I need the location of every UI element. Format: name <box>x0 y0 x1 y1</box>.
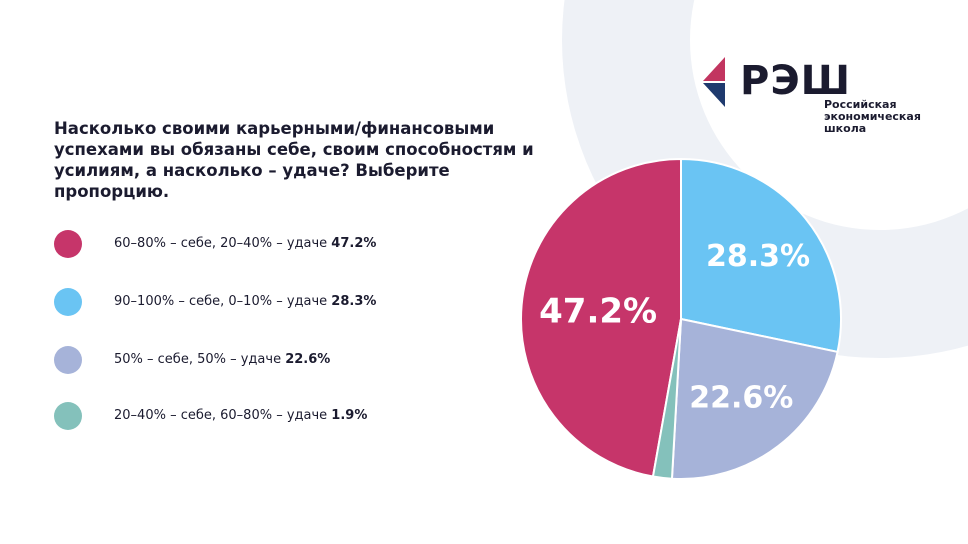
legend-value: 47.2% <box>331 236 377 251</box>
nes-triangle-mark-icon <box>703 57 725 107</box>
legend-swatch <box>54 230 82 258</box>
legend-label: 50% – себе, 50% – удаче <box>114 352 282 367</box>
legend-text: 60–80% – себе, 20–40% – удаче 47.2% <box>114 236 376 251</box>
slice-label: 47.2% <box>539 292 657 332</box>
pie-slice <box>670 317 839 480</box>
legend-swatch <box>54 346 82 374</box>
logo-subtitle-line: школа <box>824 122 867 135</box>
legend-item: 90–100% – себе, 0–10% – удаче 28.3% <box>54 288 474 318</box>
background-circle-inner <box>690 0 968 230</box>
pie-slice <box>680 157 842 354</box>
logo-subtitle-line: Российская <box>824 98 897 111</box>
slice-label: 28.3% <box>706 239 810 274</box>
legend-item: 20–40% – себе, 60–80% – удаче 1.9% <box>54 402 474 432</box>
legend-swatch <box>54 288 82 316</box>
legend-value: 22.6% <box>285 352 331 367</box>
legend-swatch <box>54 402 82 430</box>
legend-label: 60–80% – себе, 20–40% – удаче <box>114 236 328 251</box>
legend-text: 90–100% – себе, 0–10% – удаче 28.3% <box>114 294 376 309</box>
chart-title: Насколько своими карьерными/финансовыми … <box>54 119 534 201</box>
legend-value: 1.9% <box>331 408 368 423</box>
legend-value: 28.3% <box>331 294 377 309</box>
logo-subtitle: Российская экономическая школа <box>824 99 921 135</box>
pie-slice <box>520 157 682 478</box>
legend-label: 20–40% – себе, 60–80% – удаче <box>114 408 328 423</box>
nes-logo: РЭШ Российская экономическая школа <box>700 55 940 145</box>
legend-text: 20–40% – себе, 60–80% – удаче 1.9% <box>114 408 367 423</box>
logo-name: РЭШ <box>740 58 852 104</box>
pie-slice <box>651 318 682 480</box>
logo-subtitle-line: экономическая <box>824 110 921 123</box>
legend-label: 90–100% – себе, 0–10% – удаче <box>114 294 328 309</box>
legend-item: 50% – себе, 50% – удаче 22.6% <box>54 346 474 376</box>
legend-item: 60–80% – себе, 20–40% – удаче 47.2% <box>54 230 474 260</box>
legend-text: 50% – себе, 50% – удаче 22.6% <box>114 352 330 367</box>
slice-label: 22.6% <box>689 380 793 415</box>
